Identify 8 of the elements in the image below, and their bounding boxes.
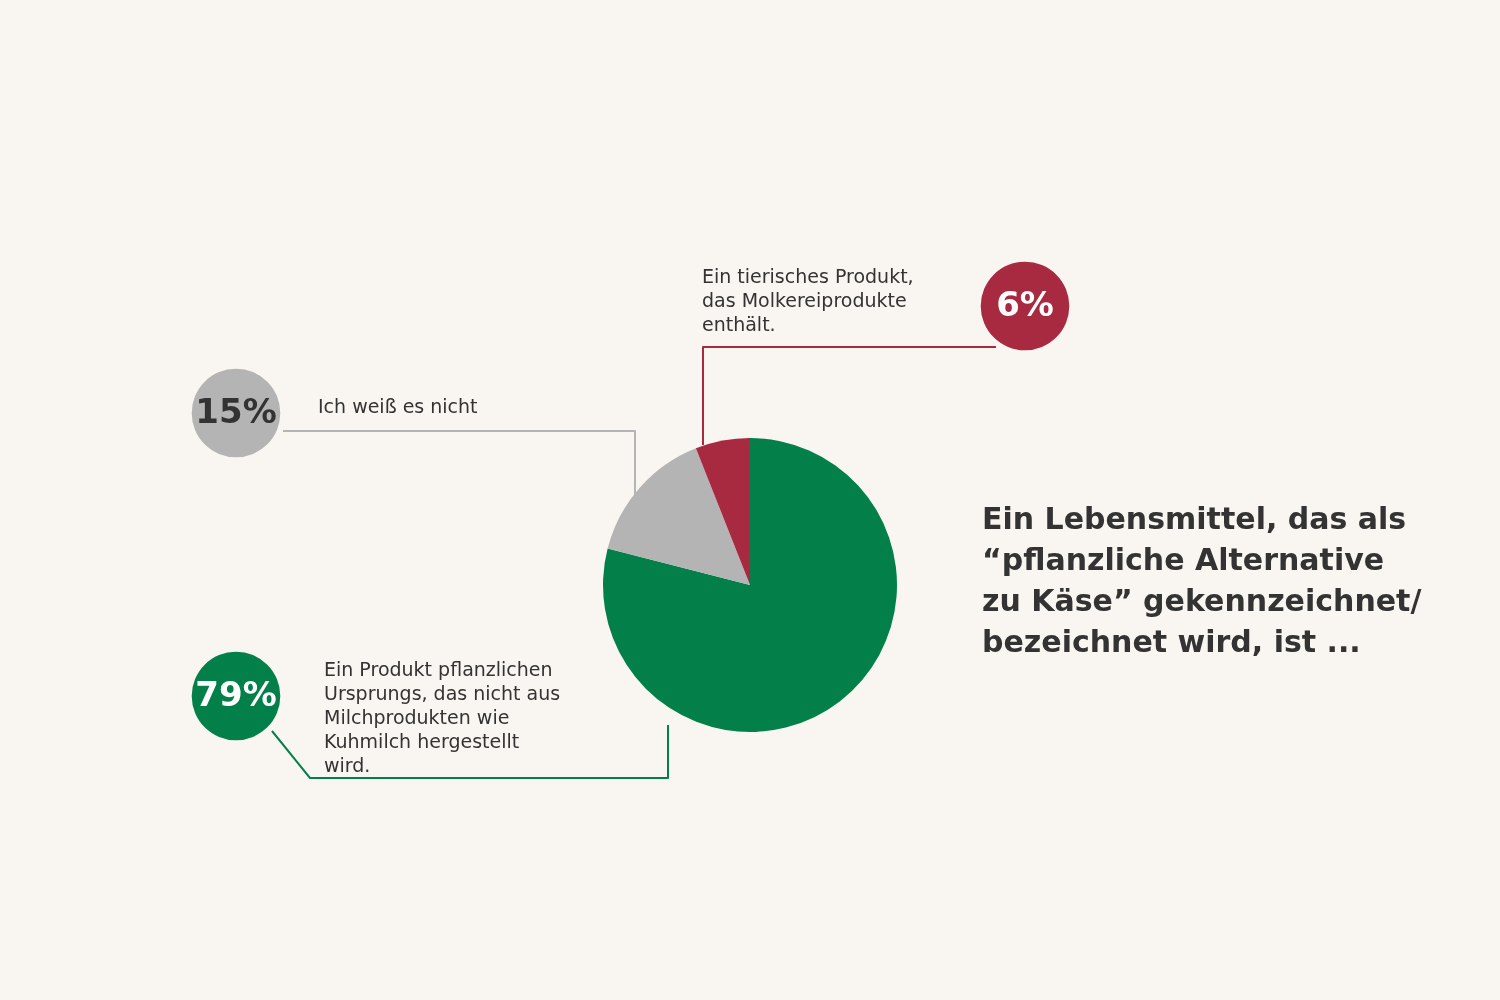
data-label: 79% [195, 674, 277, 714]
text: Ein Lebensmittel, das als “pflanzliche Alternative zu Käse” gekennzeichnet/ bezeichnet wird, ist ... [982, 501, 1422, 659]
slice-label: Ich weiß es nicht [318, 395, 478, 417]
data-label: 15% [195, 391, 277, 431]
slice-label: Ein Produkt pflanzlichen Ursprungs, das nicht aus Milchprodukten wie Kuhmilch hergestellt wird. [324, 658, 561, 776]
data-label: 6% [996, 284, 1054, 324]
slice-label: Ein tierisches Produkt, das Molkereiprodukte enthält. [702, 265, 914, 335]
pie-slice [603, 438, 897, 732]
